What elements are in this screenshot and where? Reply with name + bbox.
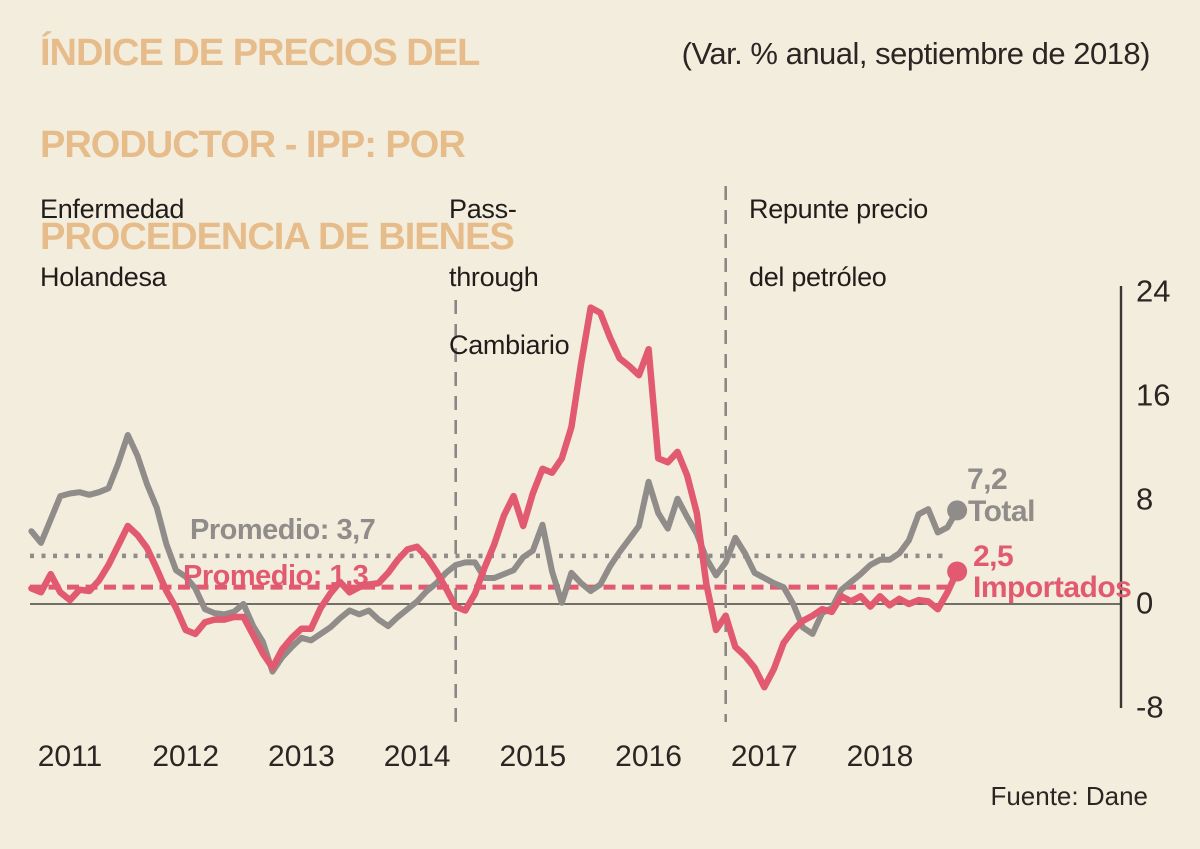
y-axis-tick-label: 16 [1136, 377, 1171, 413]
importados-series-name: Importados [973, 571, 1132, 604]
title-line-1: ÍNDICE DE PRECIOS DEL [40, 32, 480, 74]
y-axis-tick-label: -8 [1136, 689, 1164, 725]
annotation-enfermedad-holandesa: Enfermedad Holandesa [40, 192, 184, 294]
y-axis-tick-label: 24 [1136, 273, 1171, 309]
x-axis-tick-label: 2015 [499, 740, 567, 773]
annotation-pass-through-cambiario: Pass- through Cambiario [449, 192, 570, 362]
annotation-repunte-petroleo: Repunte precio del petróleo [749, 192, 928, 294]
annotation-line: del petróleo [749, 262, 887, 292]
annotation-line: Enfermedad [40, 194, 185, 224]
title-line-2: PRODUCTOR - IPP: POR [40, 124, 466, 166]
importados-last-value-label: 2,5 [973, 540, 1014, 573]
x-axis-tick-label: 2018 [846, 740, 914, 773]
annotation-line: Pass- [449, 194, 517, 224]
page-title: ÍNDICE DE PRECIOS DEL PRODUCTOR - IPP: P… [40, 30, 515, 260]
title-line-3: PROCEDENCIA DE BIENES [40, 216, 515, 258]
annotation-line: Cambiario [449, 330, 570, 360]
annotation-line: Repunte precio [749, 194, 928, 224]
total-line [28, 432, 961, 675]
x-axis-tick-label: 2016 [615, 740, 682, 773]
average-label-total: Promedio: 3,7 [190, 514, 376, 546]
total-last-value-label: 7,2 [967, 463, 1008, 496]
x-axis-tick-label: 2011 [37, 740, 103, 773]
x-axis-tick-label: 2013 [268, 740, 335, 773]
importados-line [28, 304, 961, 691]
source-credit: Fuente: Dane [990, 781, 1148, 811]
x-axis-tick-label: 2017 [730, 740, 798, 773]
total-series-name: Total [968, 495, 1035, 528]
average-label-importados: Promedio: 1,3 [183, 560, 369, 592]
importados-endpoint-dot [947, 561, 968, 582]
annotation-line: Holandesa [40, 262, 167, 292]
x-axis-tick-label: 2012 [152, 740, 220, 773]
y-axis-tick-label: 8 [1136, 481, 1154, 517]
x-axis-tick-label: 2014 [383, 740, 451, 773]
annotation-line: through [449, 262, 539, 292]
chart-subtitle: (Var. % anual, septiembre de 2018) [681, 36, 1151, 71]
y-axis-tick-label: 0 [1136, 585, 1154, 621]
total-endpoint-dot [947, 500, 968, 521]
